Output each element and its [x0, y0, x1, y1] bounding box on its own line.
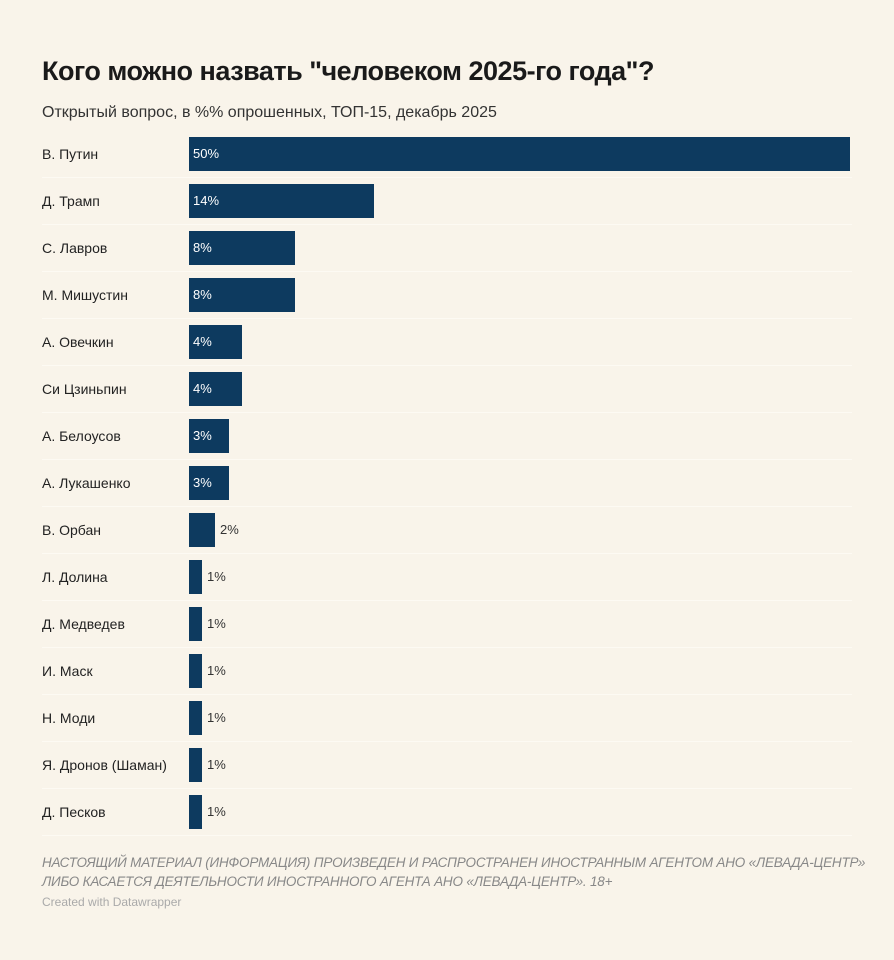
value-label: 1%: [207, 663, 226, 678]
category-label: Д. Медведев: [42, 616, 125, 632]
bar: [189, 231, 295, 265]
chart-row: С. Лавров 8%: [42, 231, 852, 272]
chart-row: Я. Дронов (Шаман) 1%: [42, 748, 852, 789]
value-label: 8%: [193, 287, 212, 302]
category-label: А. Лукашенко: [42, 475, 131, 491]
chart-subtitle: Открытый вопрос, в %% опрошенных, ТОП-15…: [42, 104, 497, 121]
value-label: 4%: [193, 381, 212, 396]
bar: [189, 795, 202, 829]
chart-row: Д. Трамп 14%: [42, 184, 852, 225]
category-label: И. Маск: [42, 663, 93, 679]
value-label: 1%: [207, 804, 226, 819]
value-label: 2%: [220, 522, 239, 537]
category-label: В. Орбан: [42, 522, 102, 538]
value-label: 1%: [207, 616, 226, 631]
bar: [189, 372, 242, 406]
category-label: Л. Долина: [42, 569, 108, 585]
chart-row: Си Цзиньпин 4%: [42, 372, 852, 413]
bar: [189, 278, 295, 312]
category-label: В. Путин: [42, 146, 99, 162]
category-label: Д. Песков: [42, 804, 106, 820]
bar: [189, 701, 202, 735]
value-label: 14%: [193, 193, 220, 208]
value-label: 1%: [207, 569, 226, 584]
chart-row: В. Путин 50%: [42, 137, 852, 178]
category-label: Си Цзиньпин: [42, 381, 127, 397]
chart-row: Л. Долина 1%: [42, 560, 852, 601]
bar: [189, 419, 229, 453]
bar: [189, 607, 202, 641]
category-label: С. Лавров: [42, 240, 108, 256]
chart-row: Д. Медведев 1%: [42, 607, 852, 648]
chart-row: А. Белоусов 3%: [42, 419, 852, 460]
value-label: 50%: [193, 146, 220, 161]
chart-row: И. Маск 1%: [42, 654, 852, 695]
category-label: А. Овечкин: [42, 334, 114, 350]
bar: [189, 325, 242, 359]
bar: [189, 654, 202, 688]
value-label: 3%: [193, 428, 212, 443]
category-label: М. Мишустин: [42, 287, 128, 303]
value-label: 1%: [207, 757, 226, 772]
category-label: Я. Дронов (Шаман): [42, 757, 167, 773]
bar: [189, 137, 850, 171]
bar: [189, 513, 215, 547]
value-label: 8%: [193, 240, 212, 255]
chart-row: Д. Песков 1%: [42, 795, 852, 836]
chart-row: А. Лукашенко 3%: [42, 466, 852, 507]
bar: [189, 560, 202, 594]
chart-row: А. Овечкин 4%: [42, 325, 852, 366]
chart-title: Кого можно назвать "человеком 2025-го го…: [42, 56, 654, 86]
value-label: 1%: [207, 710, 226, 725]
chart-row: В. Орбан 2%: [42, 513, 852, 554]
bar: [189, 466, 229, 500]
bar: [189, 184, 374, 218]
chart-row: Н. Моди 1%: [42, 701, 852, 742]
category-label: Н. Моди: [42, 710, 96, 726]
chart-row: М. Мишустин 8%: [42, 278, 852, 319]
bar: [189, 748, 202, 782]
datawrapper-credit: Created with Datawrapper: [42, 895, 182, 909]
category-label: Д. Трамп: [42, 193, 100, 209]
category-label: А. Белоусов: [42, 428, 121, 444]
value-label: 3%: [193, 475, 212, 490]
value-label: 4%: [193, 334, 212, 349]
foreign-agent-notice: НАСТОЯЩИЙ МАТЕРИАЛ (ИНФОРМАЦИЯ) ПРОИЗВЕД…: [42, 855, 866, 889]
